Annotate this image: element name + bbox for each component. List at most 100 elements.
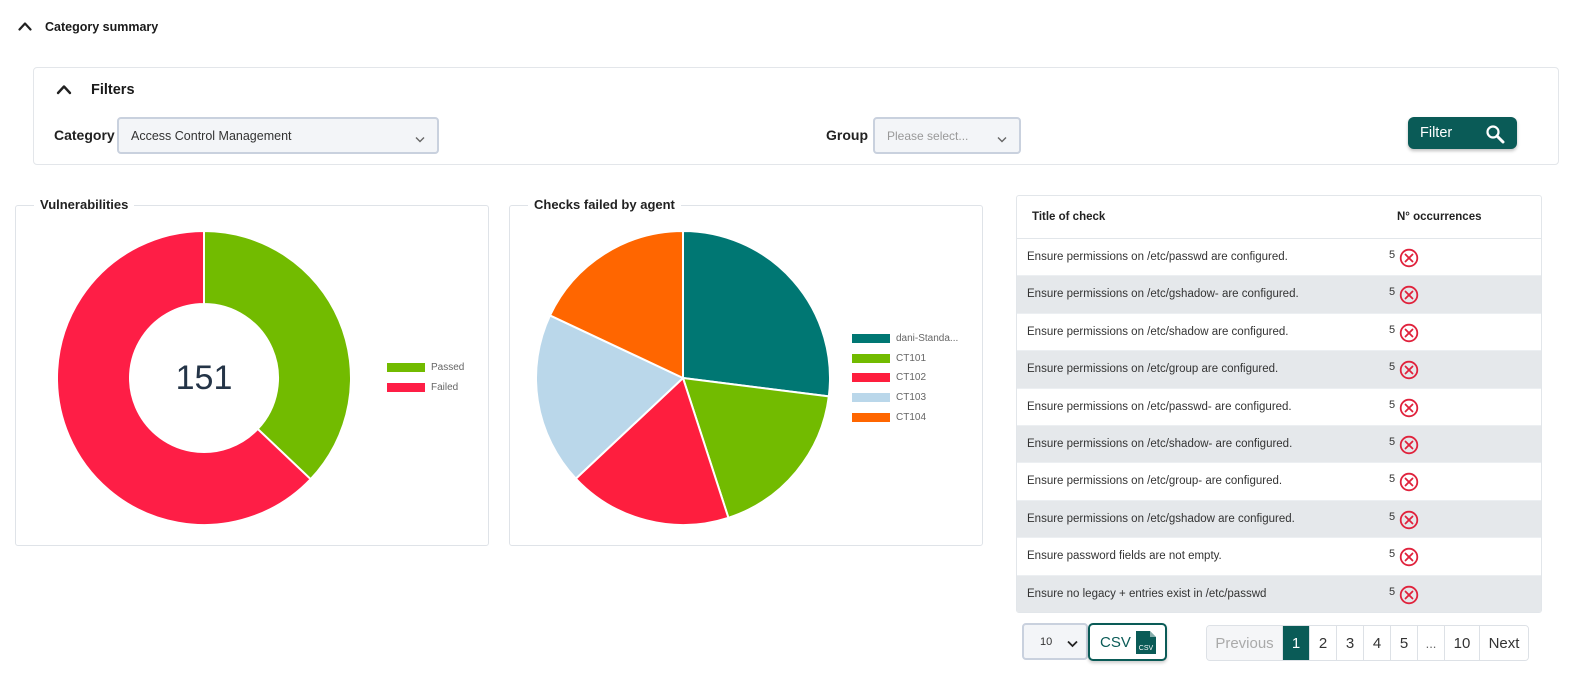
vulnerabilities-slice-failed[interactable]: [56, 229, 313, 526]
occurrence-count: 5: [1389, 323, 1396, 336]
vulnerabilities-slice-passed[interactable]: [203, 229, 352, 481]
svg-text:CSV: CSV: [1139, 645, 1154, 652]
failed-icon: [1399, 585, 1419, 610]
table-row[interactable]: Ensure permissions on /etc/gshadow- are …: [1017, 276, 1541, 314]
table-row[interactable]: Ensure no legacy + entries exist in /etc…: [1017, 575, 1541, 612]
legend-swatch: [852, 353, 890, 363]
legend-swatch: [852, 334, 890, 343]
page-button-4[interactable]: 4: [1364, 626, 1391, 660]
failed-icon: [1399, 435, 1419, 460]
failed-icon: [1399, 360, 1419, 385]
checks-by-agent-chart: [535, 229, 831, 526]
table-row[interactable]: Ensure permissions on /etc/group- are co…: [1017, 463, 1541, 501]
check-title: Ensure permissions on /etc/gshadow are c…: [1027, 512, 1295, 525]
vulnerabilities-total: 151: [176, 359, 233, 397]
pagination: Previous 1 2 3 4 5... 10 Next: [1206, 625, 1529, 661]
occurrence-count: 5: [1389, 361, 1396, 374]
chevron-up-icon: [56, 84, 72, 96]
page-button-1[interactable]: 1: [1283, 626, 1310, 660]
check-title: Ensure permissions on /etc/group- are co…: [1027, 475, 1283, 488]
failed-icon: [1399, 547, 1419, 572]
page-button-3[interactable]: 3: [1337, 626, 1364, 660]
legend-swatch: [387, 383, 425, 392]
checks_by_agent-slice-dani-standa-[interactable]: [682, 229, 831, 398]
table-body: Ensure permissions on /etc/passwd are co…: [1017, 239, 1541, 612]
group-select[interactable]: Please select...: [873, 117, 1021, 154]
legend-label: Failed: [431, 382, 459, 393]
check-title: Ensure permissions on /etc/passwd are co…: [1027, 251, 1288, 263]
checks_by_agent-legend-item[interactable]: CT103: [852, 392, 926, 403]
vulnerabilities-legend-item[interactable]: Failed: [387, 382, 458, 393]
check-title: Ensure permissions on /etc/passwd- are c…: [1027, 400, 1292, 413]
column-title-of-check: Title of check: [1032, 211, 1106, 223]
table-row[interactable]: Ensure permissions on /etc/group are con…: [1017, 351, 1541, 389]
chevron-up-icon: [18, 21, 32, 33]
table-row[interactable]: Ensure password fields are not empty. 5: [1017, 538, 1541, 576]
column-occurrences: N° occurrences: [1397, 211, 1482, 223]
table-row[interactable]: Ensure permissions on /etc/gshadow are c…: [1017, 500, 1541, 539]
vulnerabilities-card: Vulnerabilities 151 Passed Failed: [15, 197, 489, 546]
filters-panel: Filters Category Access Control Manageme…: [33, 67, 1559, 165]
table-row[interactable]: Ensure permissions on /etc/passwd- are c…: [1017, 389, 1541, 426]
table-row[interactable]: Ensure permissions on /etc/shadow- are c…: [1017, 425, 1541, 464]
legend-swatch: [852, 412, 890, 422]
checks_by_agent-slice-ct103[interactable]: [535, 314, 685, 481]
legend-swatch: [852, 393, 890, 403]
table-row[interactable]: Ensure permissions on /etc/passwd are co…: [1017, 239, 1541, 277]
check-title: Ensure permissions on /etc/shadow- are c…: [1027, 437, 1293, 450]
category-label: Category: [54, 127, 115, 143]
check-title: Ensure permissions on /etc/shadow are co…: [1027, 325, 1289, 338]
page-button-2[interactable]: 2: [1310, 626, 1337, 660]
checks_by_agent-slice-ct104[interactable]: [548, 229, 684, 380]
checks-by-agent-title: Checks failed by agent: [528, 197, 681, 212]
vulnerabilities-chart: 151: [56, 229, 352, 526]
occurrence-count: 5: [1389, 249, 1396, 261]
check-title: Ensure permissions on /etc/gshadow- are …: [1027, 288, 1299, 301]
legend-label: CT103: [896, 392, 927, 404]
legend-label: CT101: [896, 352, 927, 364]
checks_by_agent-legend-item[interactable]: CT101: [852, 353, 926, 364]
occurrence-count: 5: [1389, 585, 1396, 598]
occurrence-count: 5: [1389, 286, 1396, 299]
vulnerabilities-legend-item[interactable]: Passed: [387, 362, 464, 373]
group-label: Group: [826, 127, 868, 143]
checks_by_agent-slice-ct102[interactable]: [574, 376, 730, 526]
search-icon: [1485, 124, 1505, 148]
filter-button[interactable]: Filter: [1408, 117, 1517, 149]
check-title: Ensure permissions on /etc/group are con…: [1027, 363, 1279, 376]
chevron-down-icon: [415, 132, 425, 142]
occurrence-count: 5: [1389, 398, 1396, 411]
checks_by_agent-legend-item[interactable]: CT104: [852, 412, 926, 423]
check-title: Ensure password fields are not empty.: [1027, 550, 1222, 563]
failed-icon: [1399, 248, 1419, 273]
failed-icon: [1399, 285, 1419, 310]
page-button-10[interactable]: 10: [1445, 626, 1480, 660]
category-select-value: Access Control Management: [131, 128, 292, 143]
failed-icon: [1399, 323, 1419, 348]
failed-icon: [1399, 398, 1419, 423]
legend-swatch: [387, 363, 425, 372]
legend-swatch: [852, 373, 890, 383]
checks_by_agent-legend-item[interactable]: dani-Standa...: [852, 333, 958, 344]
table-row[interactable]: Ensure permissions on /etc/shadow are co…: [1017, 314, 1541, 352]
chevron-down-icon: [997, 132, 1007, 142]
category-summary-toggle[interactable]: Category summary: [18, 16, 158, 38]
chevron-down-icon: [1067, 639, 1078, 651]
previous-button: Previous: [1207, 626, 1283, 660]
legend-label: CT102: [896, 372, 927, 384]
csv-button-label: CSV: [1100, 633, 1131, 651]
vulnerabilities-title: Vulnerabilities: [34, 197, 135, 212]
legend-label: CT104: [896, 411, 927, 423]
occurrence-count: 5: [1389, 435, 1396, 448]
page-size-select[interactable]: 10: [1022, 623, 1088, 660]
checks_by_agent-slice-ct101[interactable]: [681, 376, 830, 520]
filter-button-label: Filter: [1420, 125, 1453, 141]
group-select-placeholder: Please select...: [887, 128, 969, 143]
checks_by_agent-legend-item[interactable]: CT102: [852, 372, 926, 383]
page-button-5[interactable]: 5: [1391, 626, 1418, 660]
category-select[interactable]: Access Control Management: [117, 117, 439, 154]
csv-export-button[interactable]: CSV CSV: [1088, 623, 1167, 661]
legend-label: dani-Standa...: [896, 333, 959, 344]
next-button[interactable]: Next: [1480, 626, 1528, 660]
filters-toggle[interactable]: Filters: [56, 80, 135, 100]
